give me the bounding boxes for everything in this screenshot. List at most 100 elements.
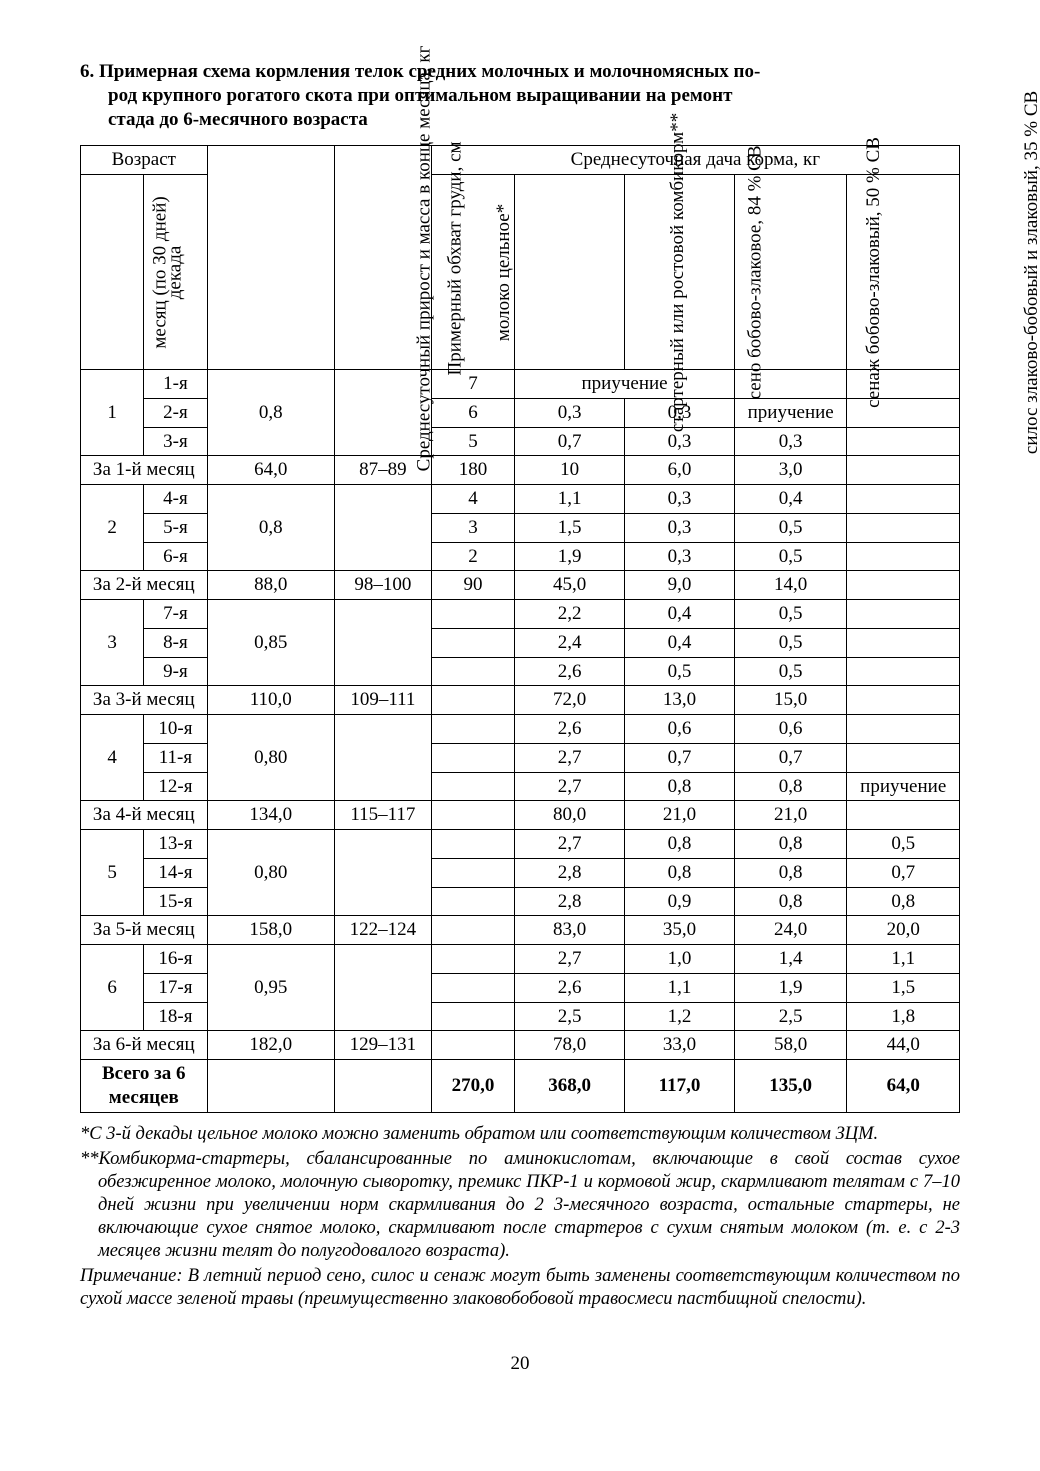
table-cell: 1,8 (847, 1002, 960, 1031)
table-cell: 64,0 (847, 1060, 960, 1113)
table-cell: 2,7 (515, 772, 625, 801)
feeding-table: Возраст Среднесуточный прирост и масса в… (80, 145, 960, 1112)
table-cell: 0,8 (734, 772, 847, 801)
table-row: 11-я0,87приучение (81, 370, 960, 399)
table-cell: 2,7 (515, 830, 625, 859)
table-row: 24-я0,841,10,30,4 (81, 485, 960, 514)
table-cell (431, 743, 515, 772)
table-cell: 5 (431, 427, 515, 456)
table-total-row: Всего за 6 месяцев270,0368,0117,0135,064… (81, 1060, 960, 1113)
table-cell: 6,0 (625, 456, 735, 485)
table-cell: 0,5 (734, 513, 847, 542)
table-cell: 0,4 (734, 485, 847, 514)
table-cell (431, 801, 515, 830)
table-cell: 7-я (144, 600, 207, 629)
table-cell: 0,8 (847, 887, 960, 916)
table-cell: 1,0 (625, 945, 735, 974)
table-cell: 64,0 (207, 456, 334, 485)
table-cell: 0,8 (734, 858, 847, 887)
table-cell: 135,0 (734, 1060, 847, 1113)
table-cell (431, 715, 515, 744)
table-cell: 0,8 (734, 830, 847, 859)
table-cell: 72,0 (515, 686, 625, 715)
table-cell: За 2-й месяц (81, 571, 208, 600)
table-cell: 45,0 (515, 571, 625, 600)
table-cell: 110,0 (207, 686, 334, 715)
table-cell: 1,5 (515, 513, 625, 542)
table-cell (847, 485, 960, 514)
table-cell: 1,1 (625, 973, 735, 1002)
table-cell: 88,0 (207, 571, 334, 600)
table-cell: 4 (431, 485, 515, 514)
footnote-2: **Комбикорма-стартеры, сбалансированные … (80, 1148, 960, 1264)
table-cell (847, 456, 960, 485)
table-cell (431, 858, 515, 887)
table-cell: 10 (515, 456, 625, 485)
table-cell: 0,5 (734, 628, 847, 657)
table-cell: 4-я (144, 485, 207, 514)
footnotes: *С 3-й декады цельное молоко можно замен… (80, 1123, 960, 1312)
table-cell: 0,3 (734, 427, 847, 456)
table-row: 616-я0,952,71,01,41,1 (81, 945, 960, 974)
table-cell: 270,0 (431, 1060, 515, 1113)
table-title: 6. Примерная схема кормления телок средн… (80, 60, 960, 131)
table-cell (335, 1060, 432, 1113)
table-cell: 0,5 (734, 600, 847, 629)
table-cell: 13,0 (625, 686, 735, 715)
table-cell: 0,8 (625, 858, 735, 887)
table-summary-row: За 2-й месяц88,098–1009045,09,014,0 (81, 571, 960, 600)
table-cell: 2,4 (515, 628, 625, 657)
table-summary-row: За 1-й месяц64,087–89180106,03,0 (81, 456, 960, 485)
table-row: 37-я0,852,20,40,5 (81, 600, 960, 629)
table-cell: 78,0 (515, 1031, 625, 1060)
col-header-month: месяц (по 30 дней) (81, 175, 144, 370)
table-cell (847, 542, 960, 571)
table-cell: 90 (431, 571, 515, 600)
table-cell: 2,7 (515, 743, 625, 772)
table-cell: 1,9 (734, 973, 847, 1002)
table-cell: 182,0 (207, 1031, 334, 1060)
col-header-gain: Среднесуточный прирост и масса в конце м… (207, 146, 334, 370)
table-cell (847, 715, 960, 744)
table-cell: 14-я (144, 858, 207, 887)
table-cell: 0,95 (207, 945, 334, 1031)
table-cell: 10-я (144, 715, 207, 744)
title-line-2: род крупного рогатого скота при оптималь… (80, 84, 960, 108)
table-cell: 14,0 (734, 571, 847, 600)
footnote-3: Примечание: В летний период сено, силос … (80, 1265, 960, 1311)
table-cell: 16-я (144, 945, 207, 974)
table-cell: 83,0 (515, 916, 625, 945)
table-cell (431, 887, 515, 916)
col-header-starter: стартерный или ростовой комбикорм** (515, 175, 625, 370)
table-cell: 35,0 (625, 916, 735, 945)
table-cell: 5-я (144, 513, 207, 542)
table-cell: 0,5 (625, 657, 735, 686)
table-cell: 44,0 (847, 1031, 960, 1060)
table-cell: 0,3 (625, 485, 735, 514)
table-cell (431, 973, 515, 1002)
table-cell (335, 830, 432, 916)
table-cell (431, 830, 515, 859)
table-cell: За 4-й месяц (81, 801, 208, 830)
table-cell (431, 600, 515, 629)
table-cell: За 5-й месяц (81, 916, 208, 945)
table-cell: 2 (431, 542, 515, 571)
table-cell: 2 (81, 485, 144, 571)
table-cell: 1,5 (847, 973, 960, 1002)
table-cell: 1-я (144, 370, 207, 399)
table-cell: 2,6 (515, 657, 625, 686)
table-cell: За 1-й месяц (81, 456, 208, 485)
table-cell: 0,5 (847, 830, 960, 859)
table-cell: 0,5 (734, 657, 847, 686)
table-cell: 24,0 (734, 916, 847, 945)
footnote-1: *С 3-й декады цельное молоко можно замен… (80, 1123, 960, 1146)
table-cell: 2,6 (515, 973, 625, 1002)
table-cell (847, 427, 960, 456)
table-cell: 0,80 (207, 830, 334, 916)
table-cell: 21,0 (625, 801, 735, 830)
table-cell: 0,8 (207, 370, 334, 456)
table-summary-row: За 3-й месяц110,0109–11172,013,015,0 (81, 686, 960, 715)
table-cell: 33,0 (625, 1031, 735, 1060)
table-cell: 6 (431, 398, 515, 427)
table-cell: 0,7 (625, 743, 735, 772)
